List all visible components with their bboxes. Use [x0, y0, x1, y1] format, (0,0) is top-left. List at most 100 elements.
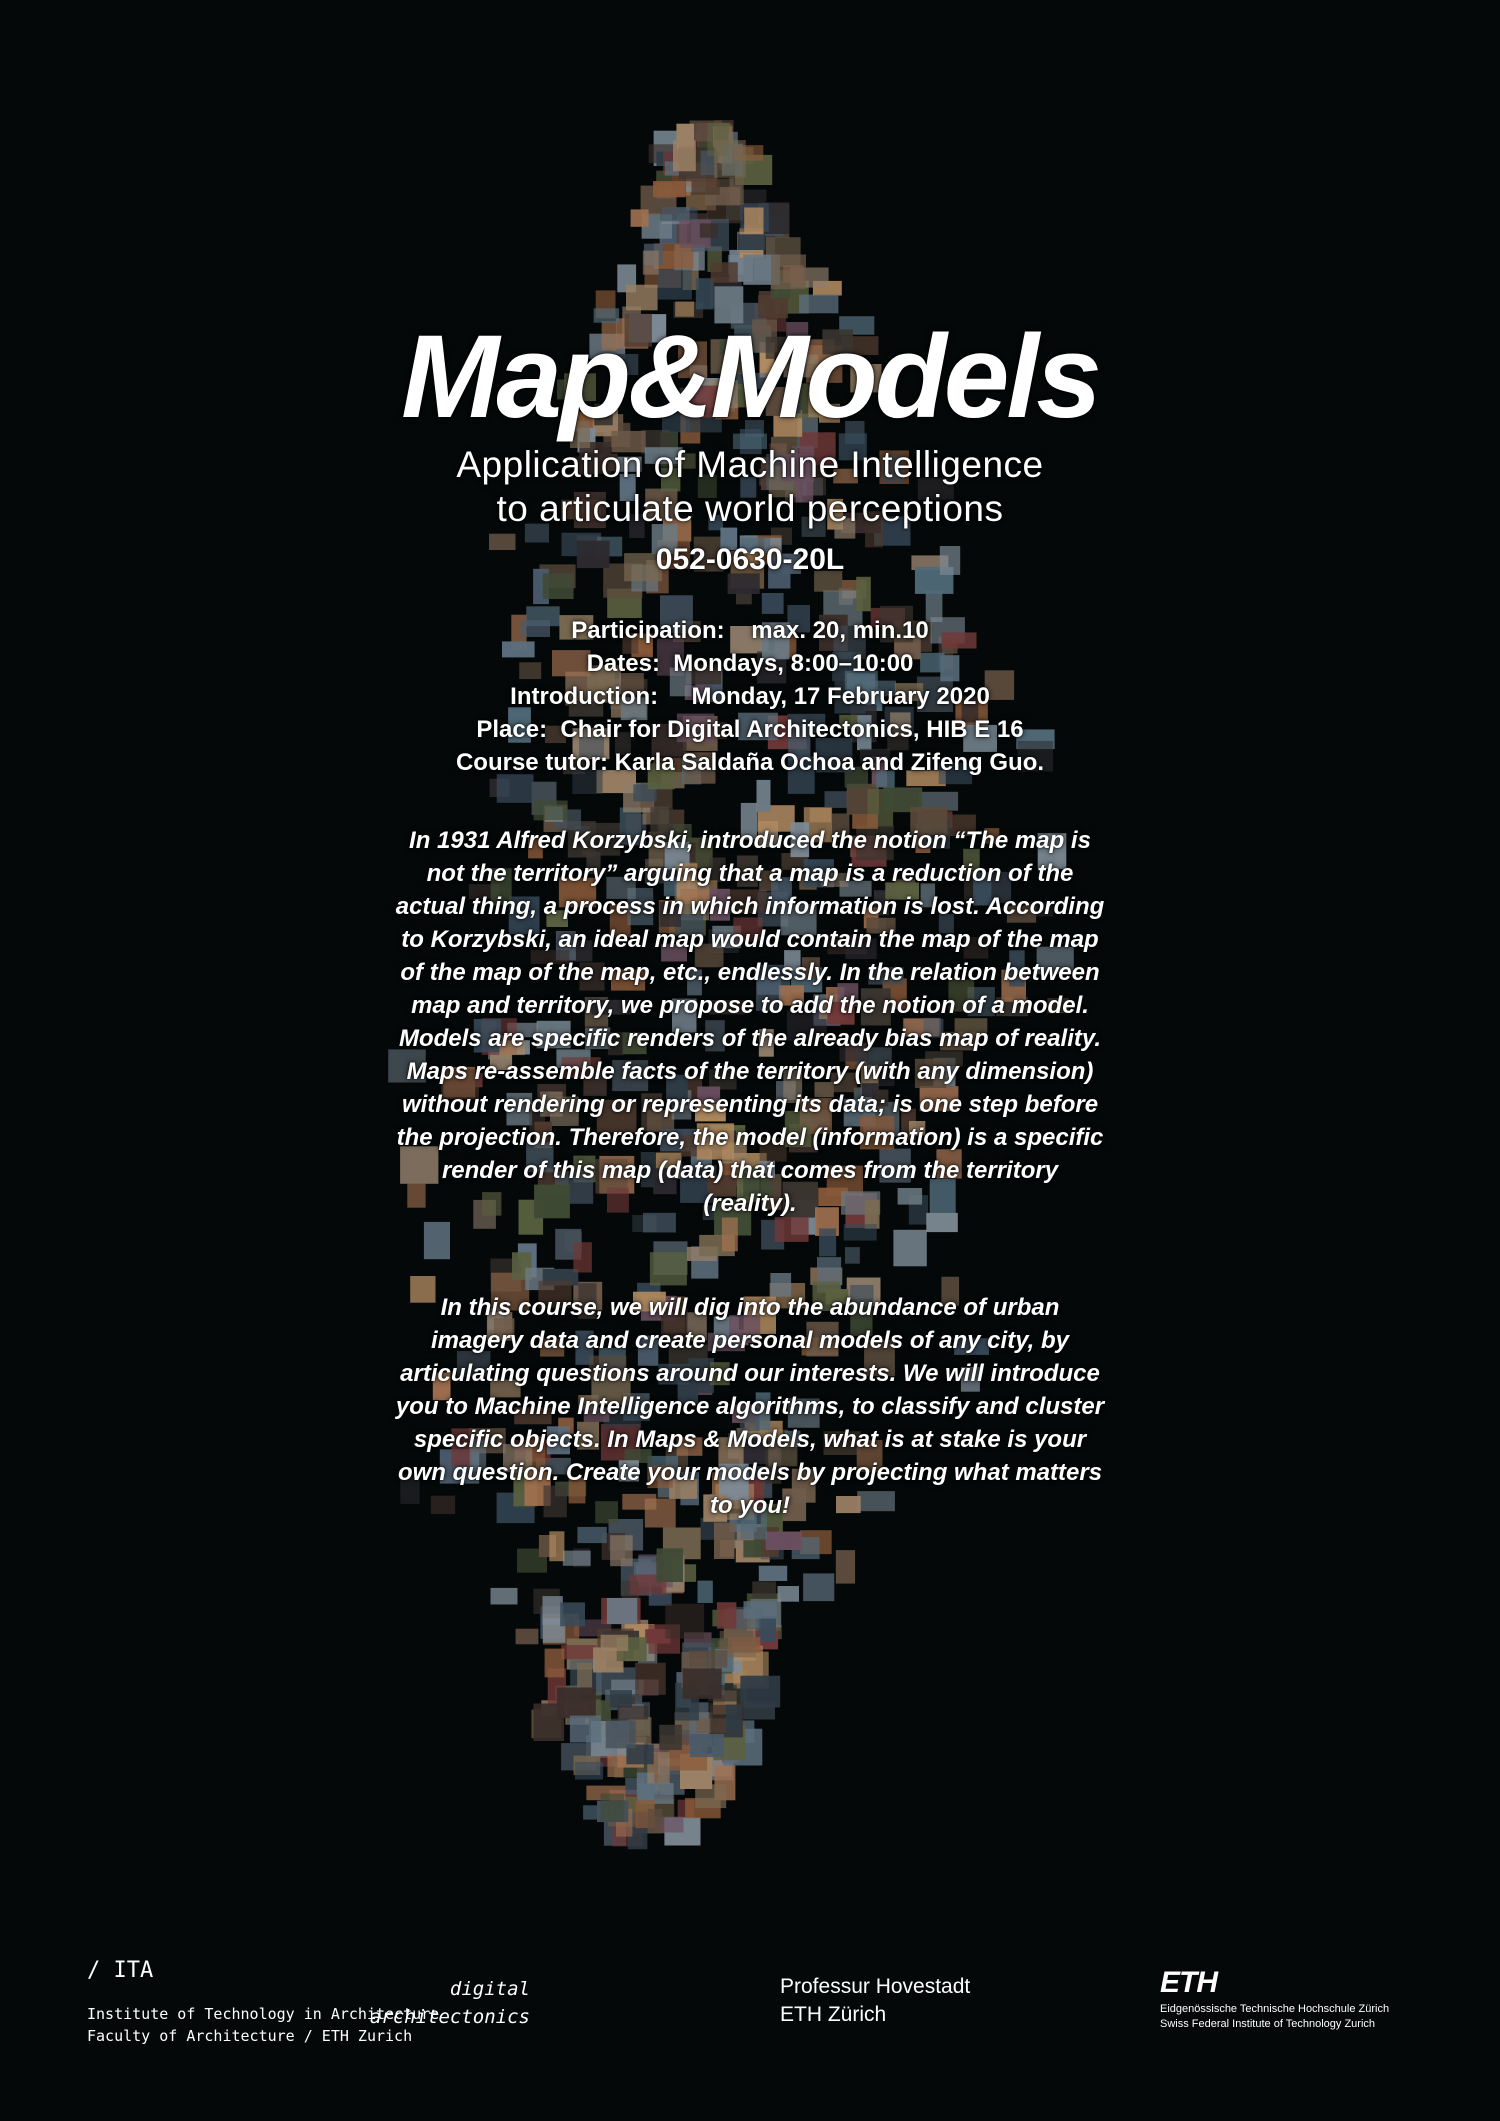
mosaic-tile	[783, 1069, 803, 1103]
subtitle-line-1: Application of Machine Intelligence	[456, 444, 1044, 485]
mosaic-tile	[740, 537, 771, 552]
mosaic-tile	[926, 1212, 958, 1233]
mosaic-tile	[787, 1398, 820, 1428]
mosaic-tile	[625, 813, 647, 846]
mosaic-tile	[758, 1029, 774, 1057]
mosaic-tile	[556, 1687, 596, 1719]
mosaic-tile	[583, 1068, 607, 1096]
mosaic-tile	[591, 999, 631, 1015]
mosaic-tile	[662, 404, 691, 433]
mosaic-tile	[709, 1000, 745, 1015]
mosaic-tile	[561, 1645, 597, 1660]
mosaic-tile	[606, 876, 636, 899]
mosaic-tile	[441, 1069, 479, 1100]
mosaic-tile	[596, 1099, 637, 1133]
mosaic-tile	[689, 1650, 728, 1668]
mosaic-tile	[719, 338, 740, 356]
mosaic-tile	[1006, 905, 1037, 923]
mosaic-tile	[771, 877, 792, 908]
mosaic-tile	[1047, 998, 1069, 1014]
mosaic-tile	[587, 665, 615, 703]
mosaic-tile	[860, 1116, 895, 1150]
mosaic-tile	[719, 1463, 749, 1500]
mosaic-tile	[493, 1318, 515, 1336]
mosaic-tile	[642, 250, 659, 275]
mosaic-tile	[696, 1123, 735, 1160]
mosaic-tile	[661, 467, 681, 492]
mosaic-tile	[697, 1580, 713, 1603]
mosaic-tile	[617, 1705, 649, 1720]
mosaic-tile	[733, 433, 767, 449]
mosaic-tile	[569, 1715, 602, 1743]
mosaic-tile	[626, 284, 658, 311]
mosaic-tile	[906, 770, 946, 787]
mosaic-tile	[941, 632, 977, 649]
mosaic-tile	[607, 1754, 624, 1777]
mosaic-tile	[650, 807, 673, 840]
mosaic-tile	[576, 540, 610, 569]
mosaic-tile	[790, 822, 810, 858]
mosaic-tile	[577, 1663, 593, 1694]
mosaic-tile	[778, 985, 804, 1006]
mosaic-tile	[620, 697, 648, 721]
mosaic-tile	[984, 670, 1015, 700]
mosaic-tile	[546, 910, 568, 927]
mosaic-tile	[605, 1720, 636, 1749]
description-paragraph-2: In this course, we will dig into the abu…	[395, 1294, 1105, 1519]
mosaic-tile	[824, 791, 848, 808]
mosaic-tile	[787, 605, 810, 633]
mosaic-tile	[738, 234, 766, 250]
mosaic-tile	[917, 477, 954, 500]
mosaic-tile	[814, 1082, 834, 1098]
mosaic-tile	[759, 1137, 787, 1162]
mosaic-tile	[660, 207, 698, 222]
mosaic-tile	[659, 1724, 682, 1751]
mosaic-tile	[607, 1187, 629, 1213]
mosaic-tile	[882, 455, 904, 483]
mosaic-tile	[586, 851, 601, 874]
ita-footer: / ITA Institute of Technology in Archite…	[87, 1958, 439, 2047]
mosaic-tile	[659, 902, 681, 927]
mosaic-tile	[540, 1091, 563, 1117]
mosaic-tile	[836, 1496, 861, 1514]
mosaic-tile	[693, 536, 724, 572]
mosaic-tile	[577, 1421, 600, 1450]
mosaic-tile	[430, 1495, 456, 1515]
mosaic-tile	[645, 488, 678, 521]
mosaic-tile	[697, 1086, 721, 1103]
mosaic-tile	[473, 1018, 502, 1053]
mosaic-tile	[838, 433, 867, 461]
mosaic-tile	[606, 1598, 638, 1625]
mosaic-tile	[1036, 946, 1074, 975]
mosaic-tile	[729, 1315, 761, 1343]
mosaic-tile	[682, 1668, 722, 1699]
mosaic-tile	[963, 937, 989, 959]
mosaic-tile	[819, 1228, 837, 1257]
mosaic-tile	[622, 1493, 657, 1510]
mosaic-tile	[675, 913, 704, 936]
mosaic-tile	[910, 806, 948, 835]
mosaic-tile	[407, 1183, 426, 1208]
mosaic-tile	[687, 969, 702, 996]
mosaic-tile	[593, 308, 620, 323]
mosaic-tile	[710, 262, 738, 283]
mosaic-tile	[1009, 950, 1025, 987]
mosaic-tile	[787, 756, 815, 794]
mosaic-tile	[897, 1188, 923, 1205]
mosaic-tile	[708, 514, 724, 531]
mosaic-tile	[856, 1440, 883, 1472]
mosaic-tile	[700, 150, 717, 176]
mosaic-tile	[519, 662, 542, 679]
poster-title: Map&Models	[401, 311, 1102, 443]
mosaic-tile	[808, 392, 827, 418]
mosaic-tile	[768, 1438, 798, 1467]
mosaic-tile	[920, 883, 936, 908]
mosaic-tile	[771, 254, 806, 290]
mosaic-tile	[506, 1092, 533, 1126]
mosaic-tile	[736, 855, 758, 887]
mosaic-tile	[739, 1408, 760, 1432]
mosaic-tile	[832, 813, 850, 838]
ita-logo: / ITA	[87, 1958, 154, 1983]
mosaic-tile	[774, 1217, 809, 1242]
mosaic-tile	[996, 997, 1028, 1017]
